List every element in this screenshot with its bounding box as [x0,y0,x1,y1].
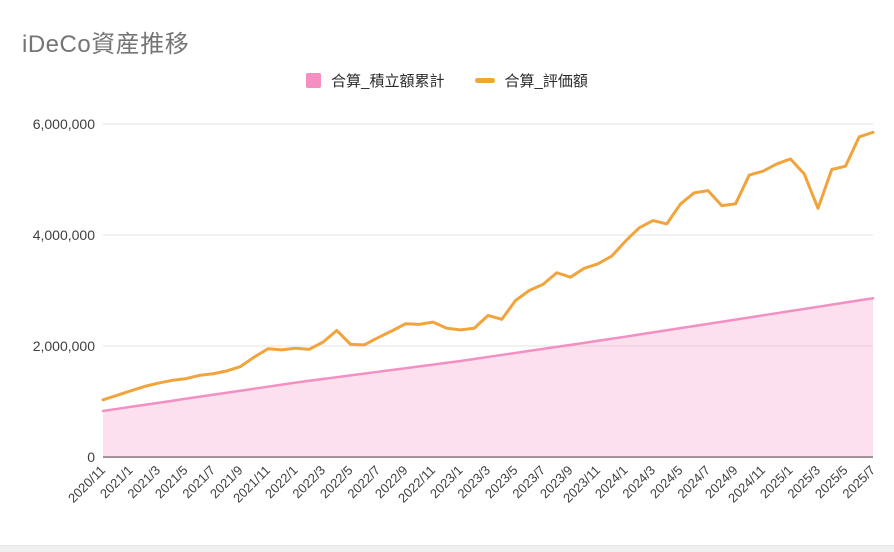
contribution-area-border [101,297,875,413]
y-axis-label: 0 [87,449,95,465]
contribution-swatch-icon [306,73,322,88]
legend-item-valuation[interactable]: 合算_評価額 [474,70,588,91]
valuation-line[interactable] [101,130,875,402]
y-axis-label: 4,000,000 [33,227,95,243]
chart-title: iDeCo資産推移 [22,31,190,58]
y-axis-label: 6,000,000 [33,116,95,132]
bottom-strip [0,545,894,552]
y-axis-label: 2,000,000 [33,338,95,354]
contribution-area[interactable] [103,298,873,457]
legend: 合算_積立額累計 合算_評価額 [0,70,894,91]
legend-label-contribution: 合算_積立額累計 [331,73,445,90]
legend-label-valuation: 合算_評価額 [504,73,588,90]
x-axis-label: 2020/11 [65,463,108,506]
valuation-swatch-icon [474,78,495,83]
legend-item-contribution[interactable]: 合算_積立額累計 [306,70,445,91]
